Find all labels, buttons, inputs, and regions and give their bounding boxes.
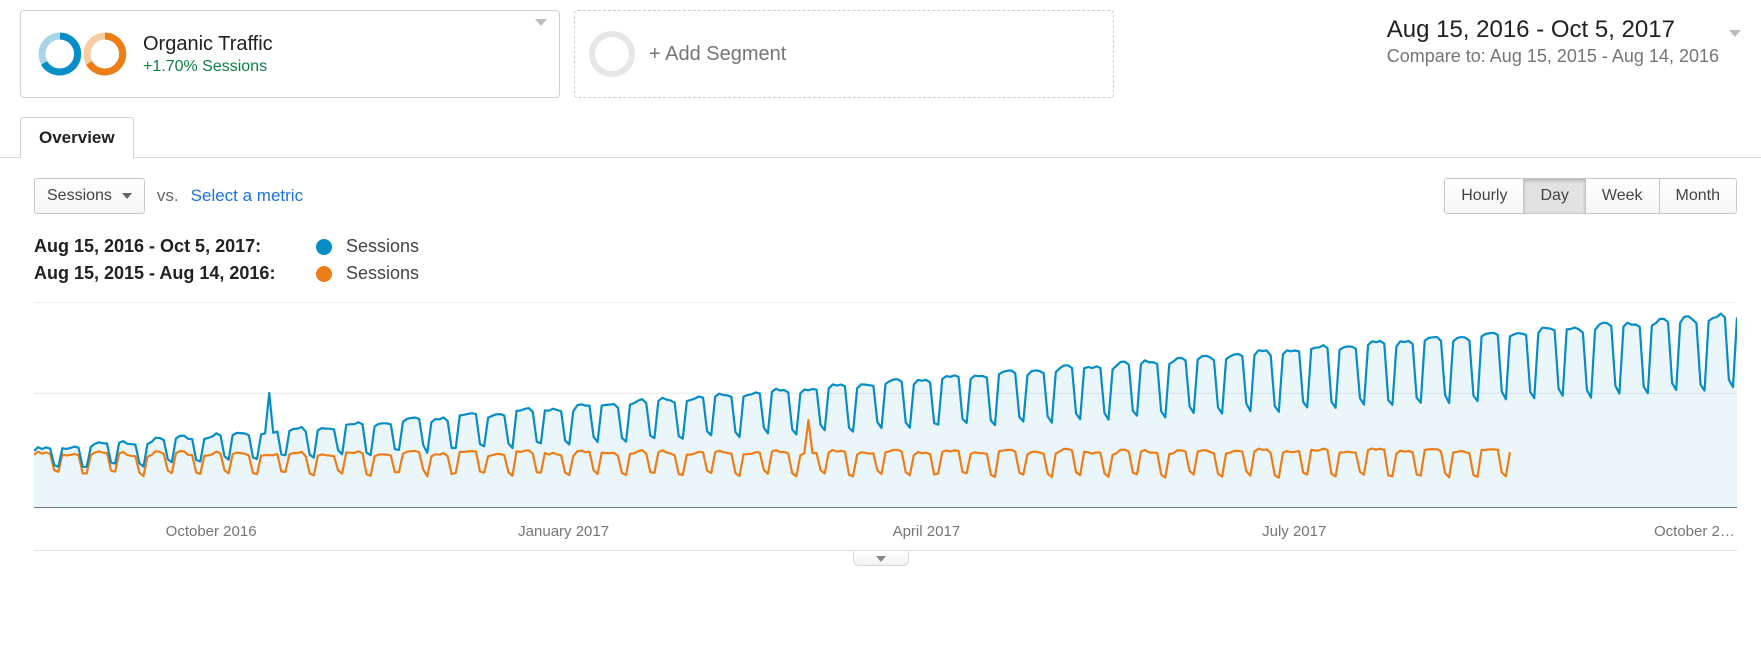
tab-overview[interactable]: Overview (20, 117, 134, 158)
metric-dropdown[interactable]: Sessions (34, 178, 145, 214)
chevron-down-icon (535, 19, 547, 26)
x-tick-label: January 2017 (518, 523, 609, 540)
select-metric-link[interactable]: Select a metric (191, 186, 303, 206)
legend-metric: Sessions (346, 236, 419, 257)
granularity-week[interactable]: Week (1585, 179, 1659, 213)
legend-metric: Sessions (346, 263, 419, 284)
x-tick-label: October 2… (1654, 523, 1735, 540)
date-range-main: Aug 15, 2016 - Oct 5, 2017 (1387, 16, 1719, 44)
controls-row: Sessions vs. Select a metric HourlyDayWe… (0, 158, 1761, 222)
chevron-down-icon (122, 193, 132, 199)
legend-row: Aug 15, 2016 - Oct 5, 2017: Sessions (34, 236, 1761, 257)
legend-row: Aug 15, 2015 - Aug 14, 2016: Sessions (34, 263, 1761, 284)
granularity-hourly[interactable]: Hourly (1445, 179, 1523, 213)
add-segment-label: + Add Segment (649, 43, 786, 66)
add-segment-button[interactable]: + Add Segment (574, 10, 1114, 98)
metric-dropdown-label: Sessions (47, 187, 112, 205)
segment-change: +1.70% Sessions (143, 58, 273, 76)
tabs-row: Overview (0, 116, 1761, 158)
segment-ring-placeholder-icon (589, 31, 635, 77)
x-tick-label: October 2016 (166, 523, 257, 540)
legend-range: Aug 15, 2015 - Aug 14, 2016: (34, 263, 302, 284)
expand-handle[interactable] (853, 551, 909, 566)
date-range-picker[interactable]: Aug 15, 2016 - Oct 5, 2017 Compare to: A… (1387, 10, 1741, 67)
legend-dot-icon (316, 266, 332, 282)
x-tick-label: April 2017 (893, 523, 961, 540)
chart-legend: Aug 15, 2016 - Oct 5, 2017:SessionsAug 1… (0, 222, 1761, 296)
legend-dot-icon (316, 239, 332, 255)
date-range-compare: Compare to: Aug 15, 2015 - Aug 14, 2016 (1387, 46, 1719, 67)
granularity-month[interactable]: Month (1659, 179, 1736, 213)
x-tick-label: July 2017 (1262, 523, 1326, 540)
chevron-down-icon (876, 556, 886, 562)
top-row: Organic Traffic +1.70% Sessions + Add Se… (0, 0, 1761, 98)
chevron-down-icon (1729, 30, 1741, 37)
legend-range: Aug 15, 2016 - Oct 5, 2017: (34, 236, 302, 257)
segment-card[interactable]: Organic Traffic +1.70% Sessions (20, 10, 560, 98)
segment-rings-icon (35, 29, 131, 79)
chart-area: October 2016 January 2017 April 2017 July 2… (0, 302, 1761, 551)
sessions-line-chart (34, 303, 1737, 508)
segment-title: Organic Traffic (143, 33, 273, 56)
granularity-toggle: HourlyDayWeekMonth (1444, 178, 1737, 214)
vs-label: vs. (157, 186, 179, 206)
x-axis: October 2016 January 2017 April 2017 July 2… (34, 517, 1737, 551)
granularity-day[interactable]: Day (1523, 179, 1584, 213)
